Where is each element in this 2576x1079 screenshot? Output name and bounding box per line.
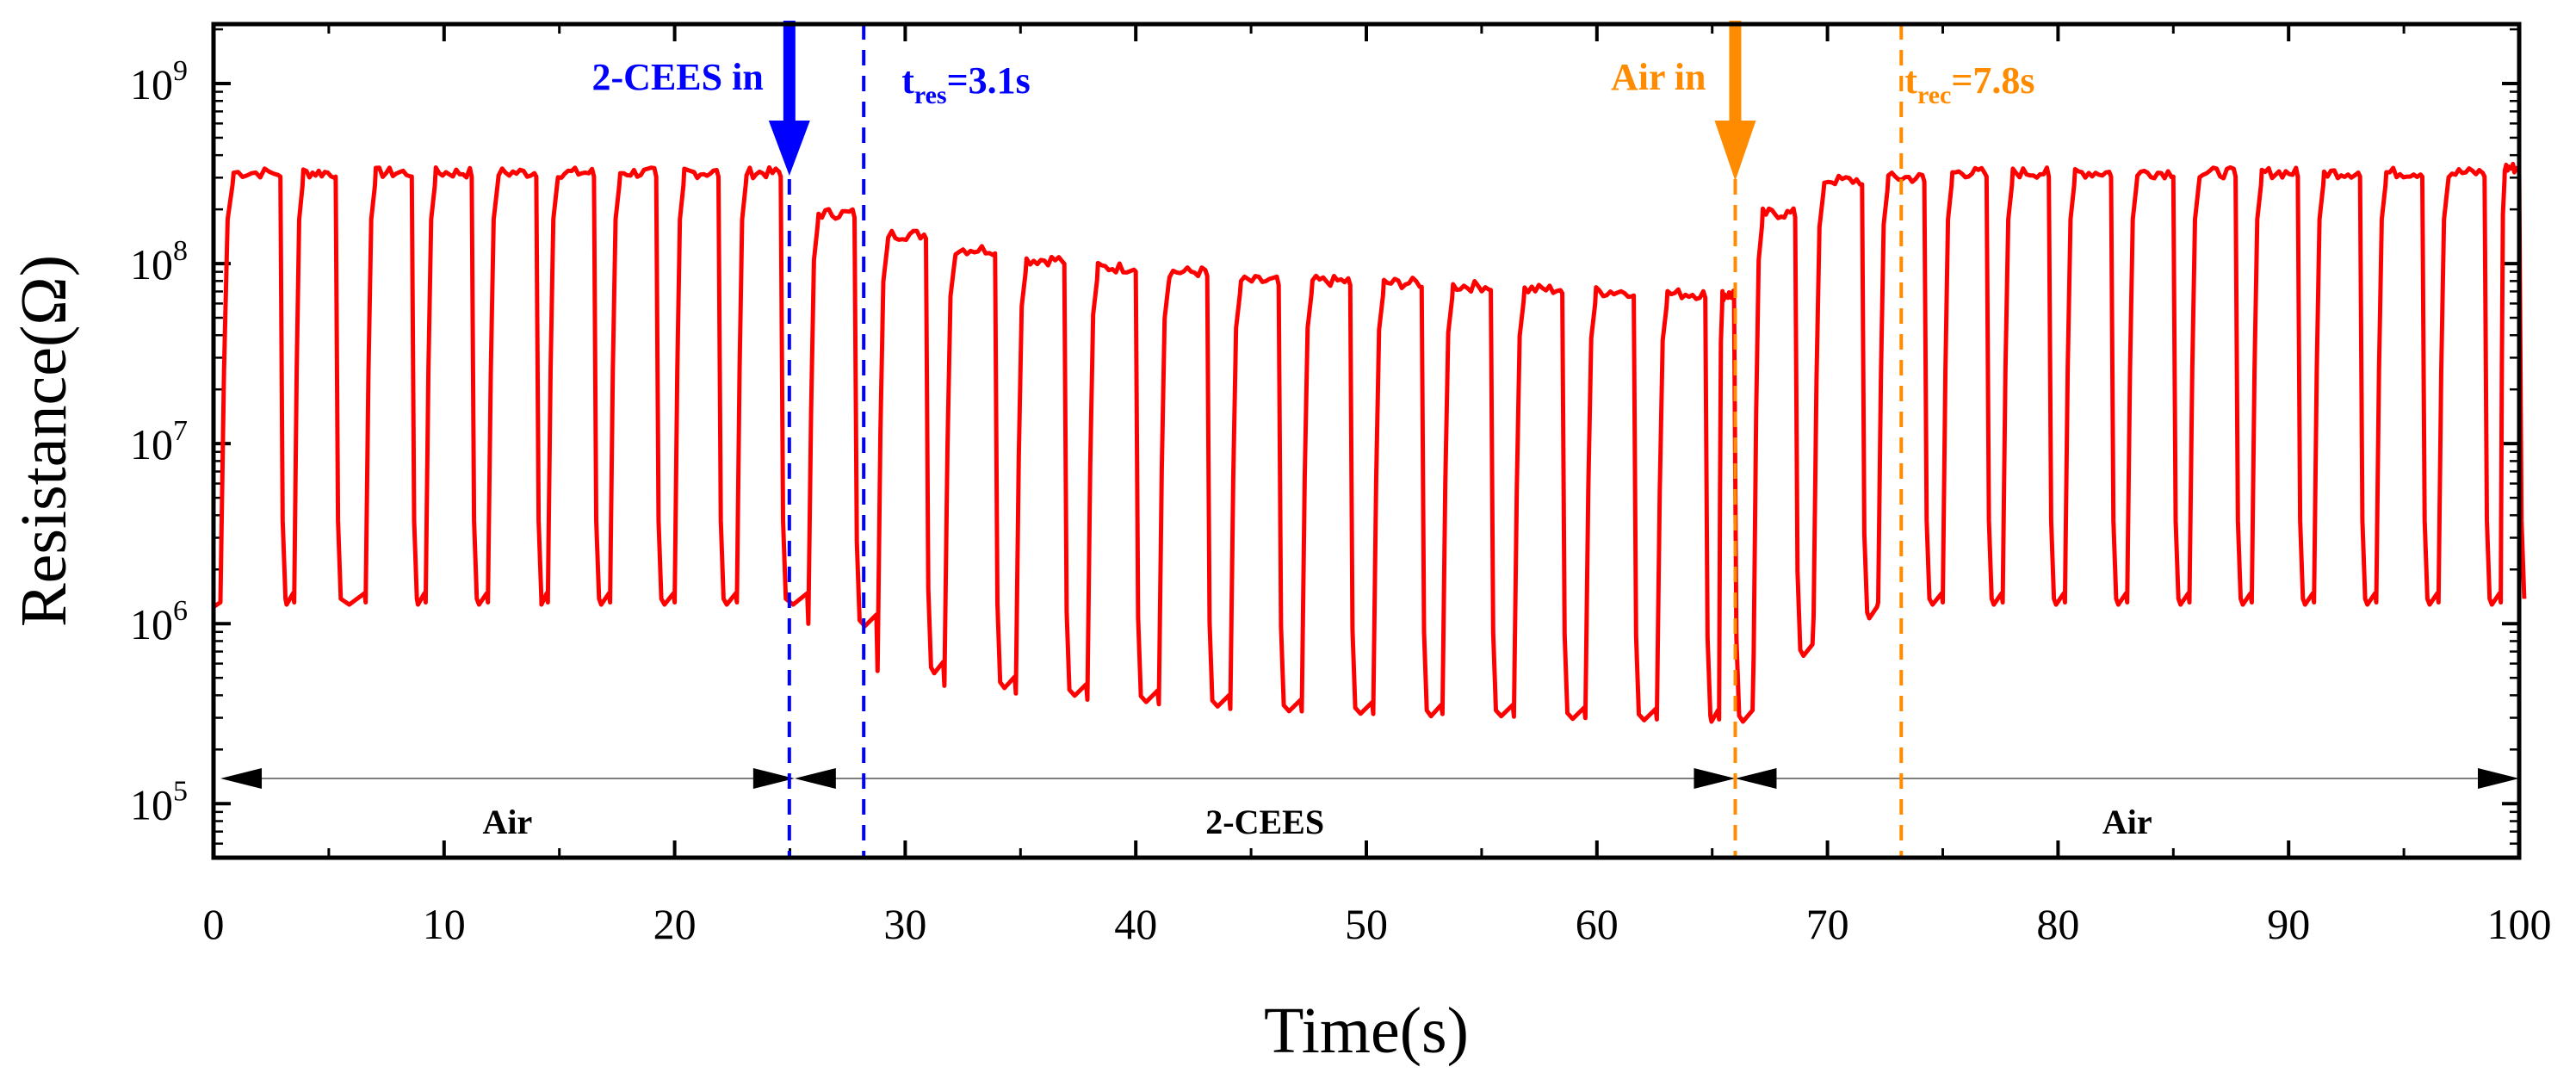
x-tick-label: 30 [883, 900, 926, 948]
region-arrow-left [220, 768, 263, 789]
x-tick-label: 10 [423, 900, 466, 948]
x-tick-label: 40 [1114, 900, 1157, 948]
x-tick-label: 90 [2267, 900, 2310, 948]
x-tick-label: 100 [2487, 900, 2552, 948]
cees-in-arrow-shaft [783, 21, 796, 150]
region-arrow-left [1735, 768, 1777, 789]
x-axis-title: Time(s) [1264, 995, 1469, 1067]
x-tick-label: 70 [1806, 900, 1849, 948]
x-tick-label: 50 [1345, 900, 1388, 948]
y-tick-label: 107 [130, 415, 188, 468]
x-tick-label: 80 [2036, 900, 2079, 948]
air-in-label: Air in [1611, 56, 1706, 98]
y-tick-label: 105 [130, 775, 188, 828]
region-label: 2-CEES [1205, 803, 1324, 841]
series [213, 161, 2527, 724]
region-label: Air [2102, 803, 2152, 841]
region-arrow-right [2478, 768, 2519, 789]
y-tick-label: 109 [130, 55, 188, 109]
cees-in-label: 2-CEES in [592, 56, 764, 98]
region-arrow-right [752, 768, 795, 789]
x-tick-label: 20 [653, 900, 697, 948]
x-tick-label: 0 [203, 900, 225, 948]
axes: 0 10 20 30 40 50 60 70 80 90 100 105 106 107 108 109 [130, 24, 2552, 948]
y-tick-label: 108 [130, 235, 188, 288]
region-label: Air [483, 803, 533, 841]
region-arrow-right [1694, 768, 1736, 789]
region-arrows: Air 2-CEES Air [220, 768, 2519, 841]
x-tick-label: 60 [1576, 900, 1619, 948]
air-in-arrow-shaft [1729, 21, 1742, 150]
annotations: 2-CEES in tres=3.1s Air in trec=7.8s [592, 21, 2035, 858]
series-line-resistance [213, 161, 2527, 724]
t-rec-label: trec=7.8s [1904, 59, 2034, 109]
region-arrow-left [794, 768, 836, 789]
cees-in-arrow-head [768, 121, 810, 176]
plot-frame [211, 22, 2522, 860]
y-axis-title: Resistance(Ω) [8, 255, 80, 627]
y-tick-label: 106 [130, 595, 188, 648]
t-res-label: tres=3.1s [901, 59, 1031, 109]
air-in-arrow-head [1714, 121, 1756, 181]
